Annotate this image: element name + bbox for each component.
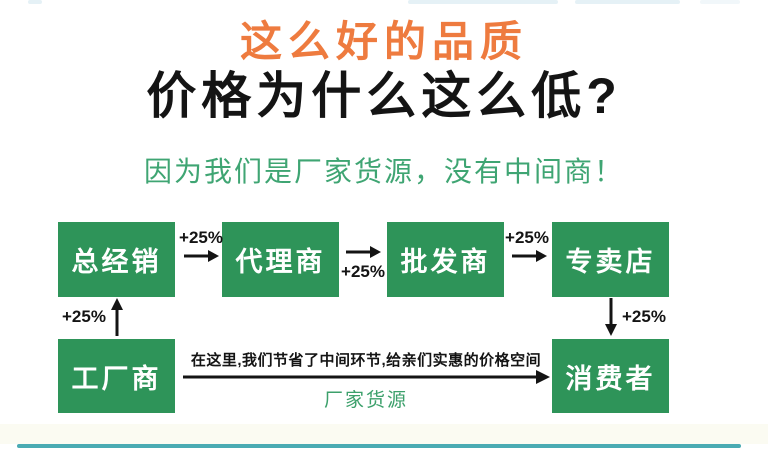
increment-label: +25% — [179, 228, 223, 247]
increment-label: +25% — [505, 228, 549, 247]
node-label: 总经销 — [71, 247, 162, 277]
top-edge-artifact — [408, 0, 558, 4]
node-wholesaler: 批发商 — [387, 222, 504, 297]
node-label: 代理商 — [235, 247, 326, 277]
headline-price-question: 价格为什么这么低? — [146, 68, 622, 124]
node-retail-store: 专卖店 — [552, 222, 669, 297]
node-general-distributor: 总经销 — [58, 222, 175, 297]
increment-label: +25% — [341, 262, 385, 281]
arrow-right-icon — [184, 250, 219, 262]
increment-label: +25% — [622, 307, 666, 326]
bottom-strip — [0, 424, 768, 444]
top-edge-artifact — [575, 0, 680, 4]
savings-note: 在这里,我们节省了中间环节,给亲们实惠的价格空间 — [190, 352, 542, 369]
subtitle-factory-source: 因为我们是厂家货源，没有中间商！ — [143, 156, 624, 187]
node-label: 批发商 — [400, 247, 491, 277]
arrow-right-icon — [346, 246, 381, 258]
node-label: 工厂商 — [71, 363, 162, 394]
increment-label: +25% — [62, 307, 106, 326]
bottom-divider — [17, 444, 741, 448]
factory-source-note: 厂家货源 — [323, 390, 408, 411]
node-agent: 代理商 — [222, 222, 339, 297]
node-factory: 工厂商 — [58, 339, 175, 413]
top-edge-artifact — [28, 0, 42, 4]
arrow-right-icon — [512, 250, 547, 262]
top-edge-artifact — [700, 0, 740, 4]
headline-quality: 这么好的品质 — [239, 18, 528, 65]
node-label: 专卖店 — [565, 247, 656, 277]
arrow-up-icon — [111, 298, 123, 336]
node-label: 消费者 — [565, 363, 656, 394]
node-consumer: 消费者 — [552, 339, 669, 413]
arrow-down-icon — [605, 298, 617, 336]
arrow-long-right-icon — [183, 370, 550, 384]
